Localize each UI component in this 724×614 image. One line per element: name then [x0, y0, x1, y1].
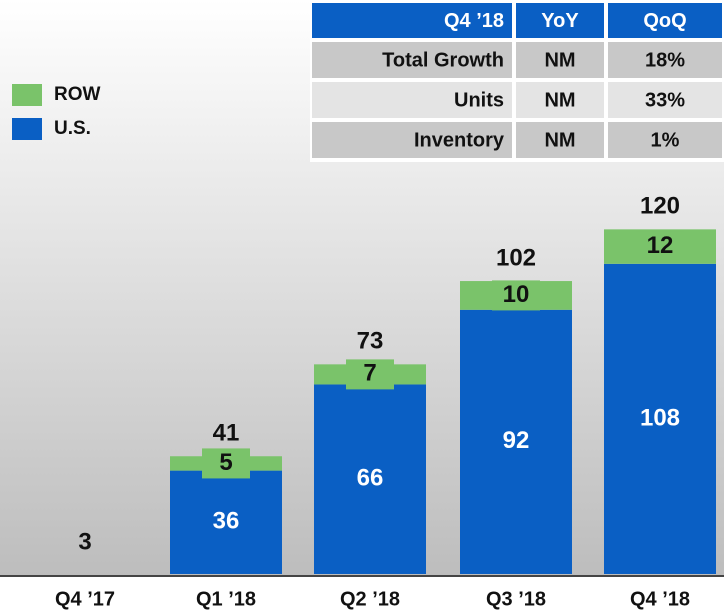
- table-cell: [312, 42, 512, 78]
- x-tick-label: Q1 ’18: [196, 588, 256, 610]
- table-cell: [516, 42, 604, 78]
- table-header: Q4 ’18: [444, 10, 504, 32]
- table-text: NM: [544, 49, 575, 71]
- x-tick-label: Q4 ’18: [630, 588, 690, 610]
- bar-segment: [604, 263, 716, 574]
- total-label: 41: [213, 420, 240, 447]
- total-label: 102: [496, 244, 536, 271]
- table-text: NM: [544, 89, 575, 111]
- segment-label-box: [492, 280, 540, 311]
- segment-label: 66: [357, 465, 384, 492]
- bar-segment: [170, 470, 282, 574]
- table-text: 18%: [645, 49, 685, 71]
- legend-label: U.S.: [54, 118, 91, 139]
- table-cell: [608, 82, 722, 118]
- legend-swatch: [12, 118, 42, 140]
- segment-label-box: [202, 448, 250, 479]
- segment-label: 92: [503, 427, 530, 454]
- segment-label-box: [636, 231, 684, 262]
- table-header: QoQ: [643, 10, 686, 32]
- table-text: 1%: [651, 129, 680, 151]
- segment-label-box: [346, 359, 394, 390]
- table-text: Units: [454, 89, 504, 111]
- segment-label: 108: [640, 404, 680, 431]
- table-header-cell: [312, 3, 512, 38]
- table-text: Total Growth: [382, 49, 504, 71]
- total-label: 120: [640, 193, 680, 220]
- table-text: Inventory: [414, 129, 505, 151]
- table-cell: [516, 82, 604, 118]
- segment-label: 12: [647, 232, 674, 259]
- table-header-cell: [516, 3, 604, 38]
- table-header: YoY: [541, 10, 579, 32]
- table-text: NM: [544, 129, 575, 151]
- table-cell: [312, 82, 512, 118]
- bar-segment: [314, 384, 426, 574]
- table-cell: [608, 122, 722, 158]
- x-tick-label: Q3 ’18: [486, 588, 546, 610]
- table-header-cell: [608, 3, 722, 38]
- x-tick-label: Q4 ’17: [55, 588, 115, 610]
- legend-swatch: [12, 84, 42, 106]
- x-tick-label: Q2 ’18: [340, 588, 400, 610]
- bar-segment: [460, 309, 572, 574]
- total-label: 3: [78, 529, 91, 556]
- table-cell: [608, 42, 722, 78]
- table-cell: [516, 122, 604, 158]
- total-label: 73: [357, 328, 384, 355]
- table-cell: [312, 122, 512, 158]
- segment-label: 36: [213, 508, 240, 535]
- table-text: 33%: [645, 89, 685, 111]
- segment-label: 7: [363, 360, 376, 387]
- segment-label: 10: [503, 281, 530, 308]
- legend-label: ROW: [54, 84, 101, 105]
- segment-label: 5: [219, 449, 232, 476]
